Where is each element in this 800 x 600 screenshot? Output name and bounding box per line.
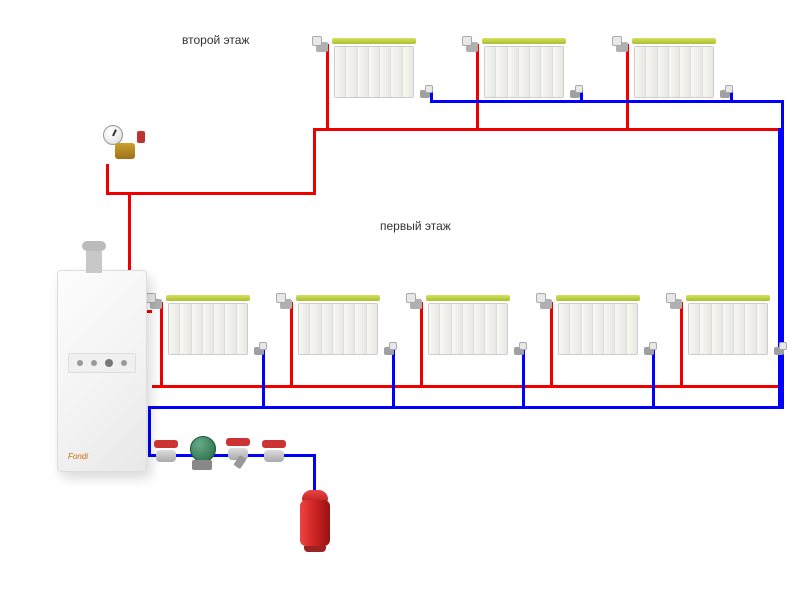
radiator — [682, 295, 774, 357]
boiler-flue-icon — [86, 249, 102, 273]
pipe-supply — [106, 192, 316, 195]
ball-valve — [260, 438, 288, 466]
return-valve-icon — [570, 90, 580, 98]
thermo-valve-icon — [316, 42, 328, 52]
thermo-valve-icon — [410, 299, 422, 309]
thermo-valve-icon — [670, 299, 682, 309]
pipe-return — [730, 92, 733, 102]
pipe-return — [148, 406, 784, 409]
pump-icon — [190, 436, 216, 462]
pipe-return — [148, 406, 151, 456]
thermo-valve-icon — [466, 42, 478, 52]
radiator — [422, 295, 514, 357]
circulation-pump — [188, 436, 216, 470]
pipe-supply — [152, 385, 780, 388]
return-valve-icon — [774, 347, 784, 355]
thermo-valve-icon — [616, 42, 628, 52]
strainer-filter — [224, 438, 252, 466]
pipe-return — [778, 128, 781, 408]
return-valve-icon — [254, 347, 264, 355]
floor2-label: второй этаж — [182, 33, 249, 47]
floor1-label: первый этаж — [380, 219, 451, 233]
return-valve-icon — [420, 90, 430, 98]
safety-group — [105, 127, 145, 167]
radiator — [552, 295, 644, 357]
return-valve-icon — [720, 90, 730, 98]
pipe-return — [313, 454, 316, 494]
pipe-return — [392, 350, 395, 407]
return-valve-icon — [384, 347, 394, 355]
return-valve-icon — [514, 347, 524, 355]
pressure-gauge-icon — [103, 125, 123, 145]
pipe-supply — [313, 128, 780, 131]
pipe-return — [522, 350, 525, 407]
thermo-valve-icon — [280, 299, 292, 309]
radiator — [292, 295, 384, 357]
boiler-brand-label: Fondi — [68, 452, 88, 461]
pipe-return — [580, 92, 583, 102]
radiator — [628, 38, 720, 100]
pipe-return — [652, 350, 655, 407]
pipe-return — [430, 92, 433, 102]
boiler: Fondi — [57, 270, 147, 472]
return-valve-icon — [644, 347, 654, 355]
ball-valve — [152, 438, 180, 466]
boiler-control-panel — [68, 353, 136, 373]
radiator — [478, 38, 570, 100]
radiator — [328, 38, 420, 100]
pipe-supply — [313, 128, 316, 194]
pipe-return — [781, 100, 784, 408]
expansion-tank — [298, 490, 332, 552]
pipe-return — [262, 350, 265, 407]
thermo-valve-icon — [540, 299, 552, 309]
radiator — [162, 295, 254, 357]
pipe-supply — [106, 164, 109, 194]
thermo-valve-icon — [150, 299, 162, 309]
